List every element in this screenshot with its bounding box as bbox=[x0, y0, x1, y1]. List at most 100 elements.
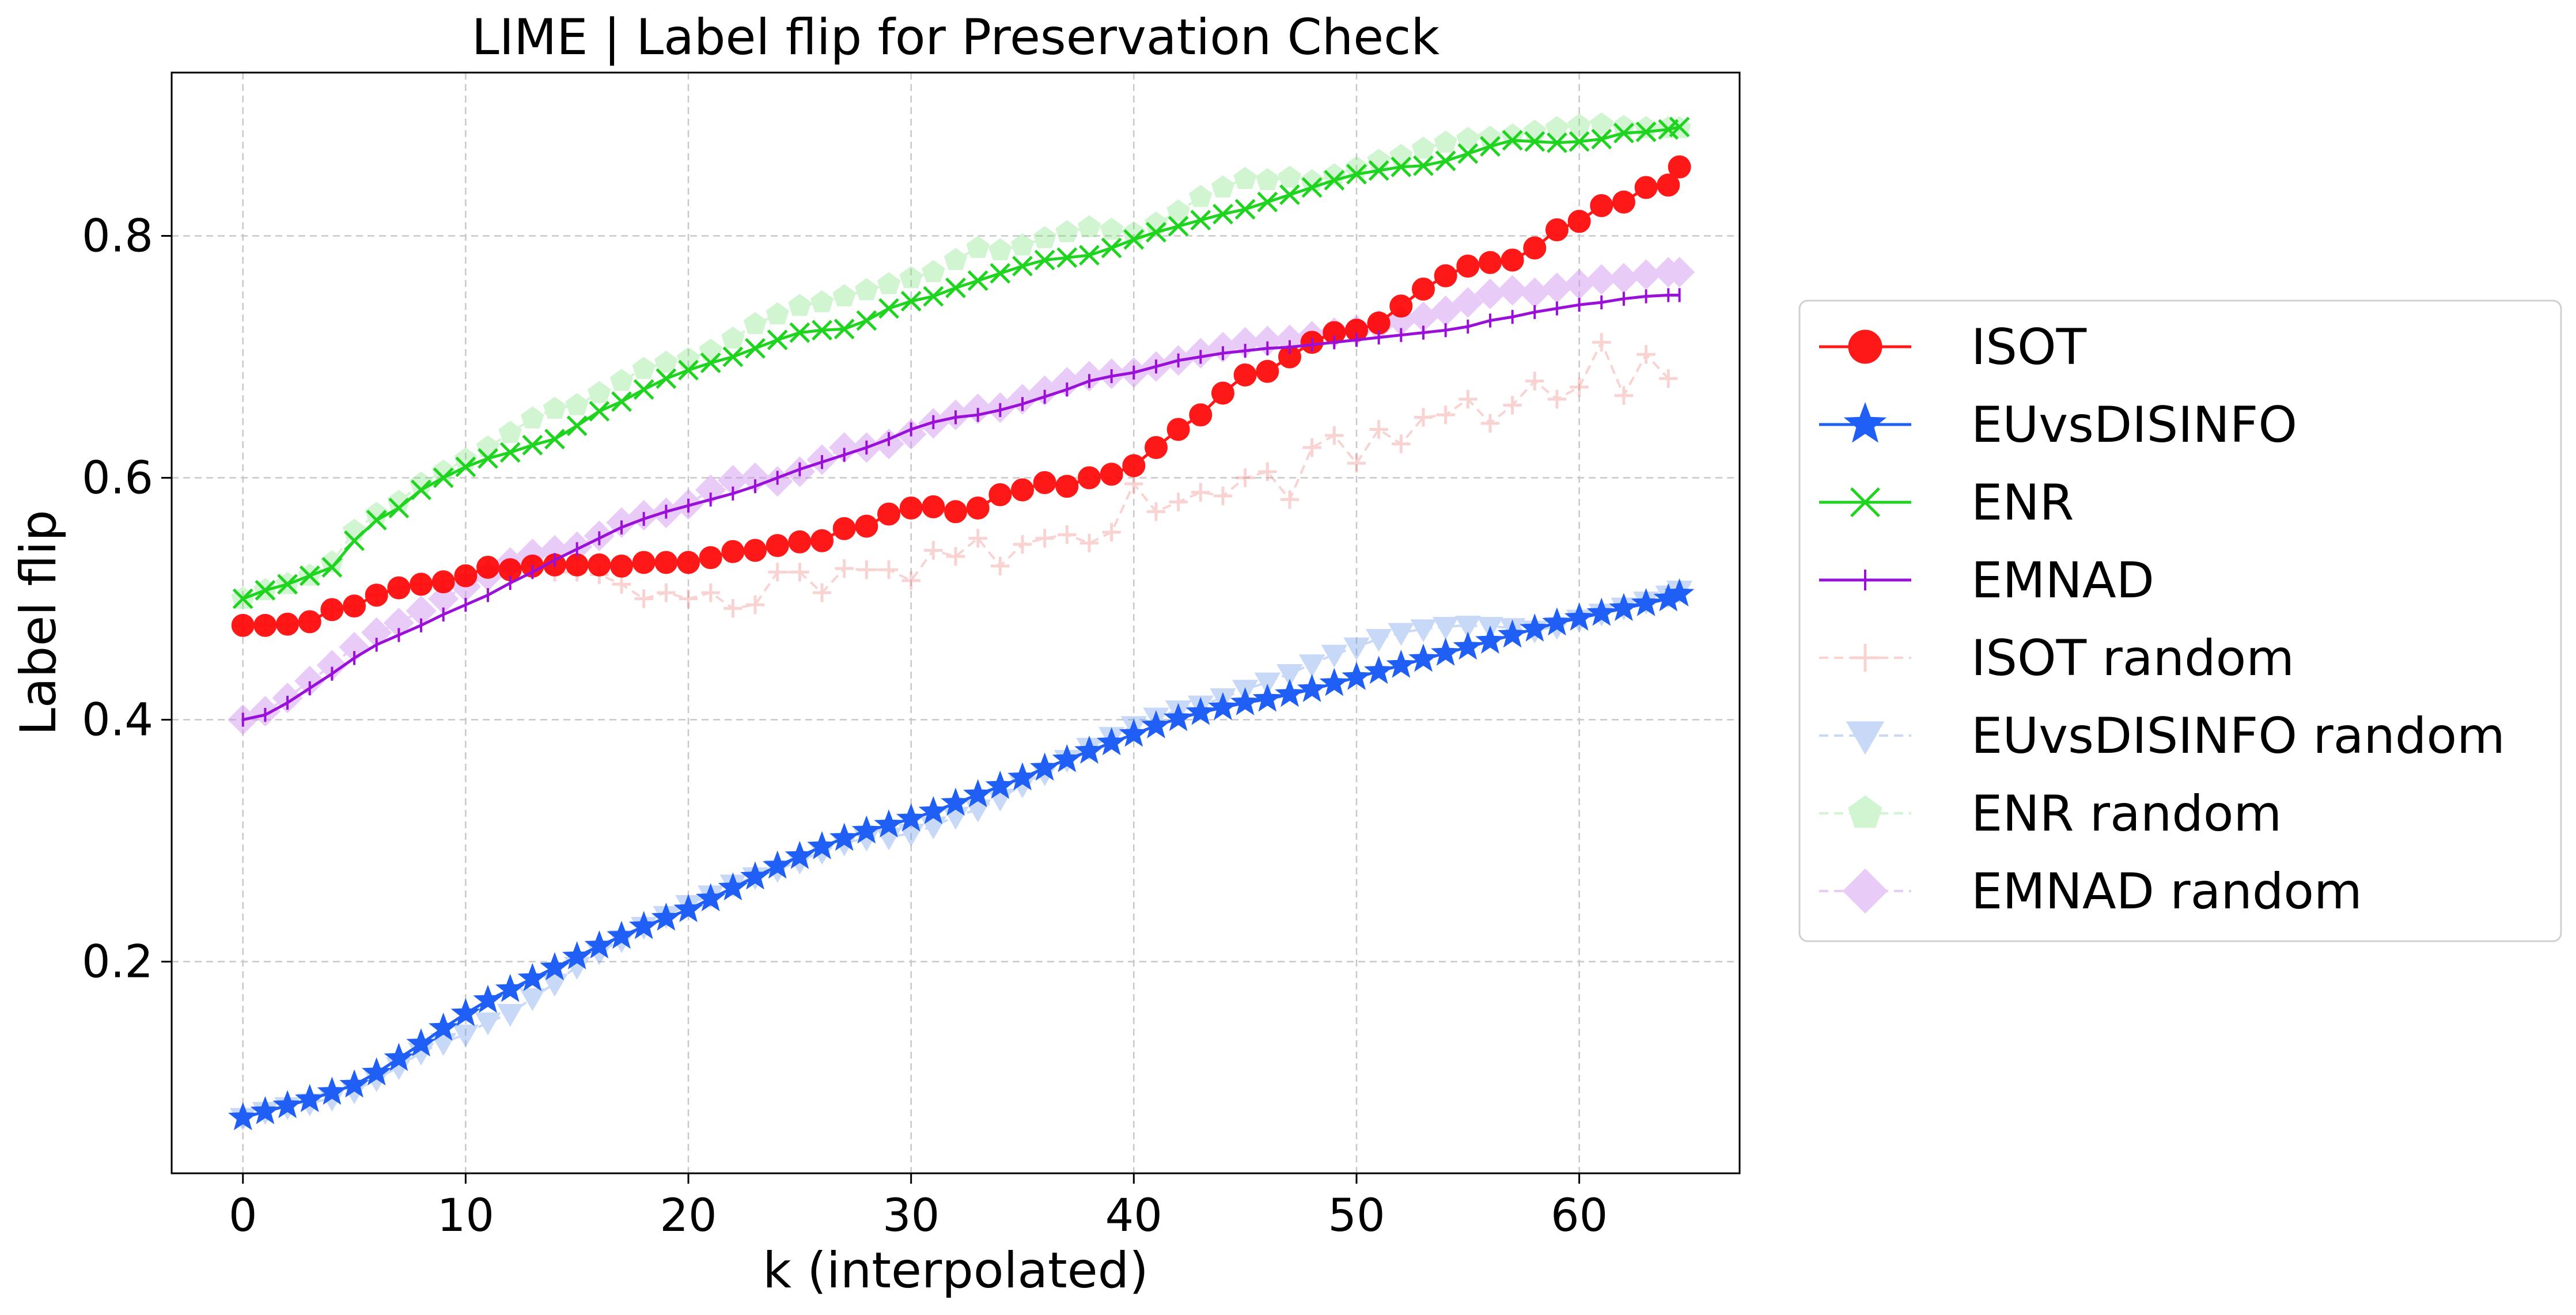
legend-label-emnad-random: EMNAD random bbox=[1971, 863, 2362, 920]
x-axis-label: k (interpolated) bbox=[763, 1242, 1149, 1299]
data-point-isot bbox=[320, 598, 344, 622]
data-point-enr-random bbox=[1077, 215, 1101, 237]
data-point-isot-random bbox=[1169, 492, 1188, 511]
data-point-euvsdisinfo bbox=[1119, 718, 1149, 747]
data-point-euvsdisinfo bbox=[1520, 613, 1550, 642]
data-point-enr bbox=[1101, 237, 1122, 259]
data-point-isot-random bbox=[901, 571, 920, 590]
data-point-isot bbox=[454, 564, 478, 588]
data-point-enr-random bbox=[966, 236, 990, 258]
data-point-enr bbox=[1368, 160, 1389, 181]
data-point-isot bbox=[1233, 363, 1257, 386]
data-point-euvsdisinfo bbox=[985, 770, 1016, 799]
legend-entry-enr: ENR bbox=[1819, 474, 2074, 532]
data-point-euvsdisinfo bbox=[941, 787, 971, 816]
data-point-euvsdisinfo bbox=[1408, 643, 1438, 672]
data-point-euvsdisinfo-random bbox=[541, 973, 568, 997]
data-point-isot bbox=[788, 530, 812, 554]
data-point-isot bbox=[1434, 264, 1457, 287]
data-point-isot-random bbox=[679, 589, 698, 608]
data-point-enr-random bbox=[521, 406, 544, 429]
data-point-isot-random bbox=[1480, 414, 1500, 433]
data-point-isot-random bbox=[768, 563, 787, 582]
data-point-euvsdisinfo bbox=[1586, 597, 1616, 626]
data-point-euvsdisinfo bbox=[1029, 752, 1060, 781]
data-point-enr bbox=[656, 368, 677, 389]
data-point-enr bbox=[990, 263, 1011, 284]
series-enr-random bbox=[231, 112, 1691, 609]
data-point-enr bbox=[900, 290, 922, 312]
data-point-euvsdisinfo-random bbox=[475, 1012, 501, 1036]
data-point-enr bbox=[745, 338, 766, 359]
data-point-enr bbox=[1547, 132, 1567, 153]
data-point-euvsdisinfo bbox=[1363, 655, 1394, 684]
data-point-isot-random bbox=[1369, 420, 1388, 439]
data-point-isot-random bbox=[723, 599, 743, 618]
data-point-enr bbox=[812, 320, 832, 341]
y-axis: 0.2 0.4 0.6 0.8 bbox=[82, 211, 172, 988]
series-euvsdisinfo bbox=[228, 578, 1695, 1131]
data-point-isot-random bbox=[790, 563, 809, 582]
x-axis: 0 10 20 30 40 50 60 bbox=[229, 1173, 1608, 1242]
x-tick-label: 40 bbox=[1105, 1190, 1162, 1242]
data-point-isot bbox=[899, 497, 923, 520]
data-point-euvsdisinfo bbox=[450, 998, 481, 1026]
data-point-isot bbox=[431, 570, 455, 594]
data-point-enr bbox=[1457, 143, 1479, 164]
data-point-enr bbox=[1034, 249, 1055, 271]
data-point-euvsdisinfo-random bbox=[1321, 645, 1348, 668]
data-point-enr bbox=[1669, 116, 1690, 138]
data-point-isot bbox=[677, 551, 700, 574]
data-point-isot-random bbox=[879, 560, 899, 579]
data-point-euvsdisinfo bbox=[673, 894, 703, 923]
legend-marker-euvsdisinfo bbox=[1843, 401, 1887, 443]
data-point-euvsdisinfo bbox=[339, 1069, 369, 1098]
data-point-euvsdisinfo-random bbox=[519, 988, 546, 1011]
data-point-enr-random bbox=[387, 490, 411, 512]
data-point-enr bbox=[455, 456, 476, 478]
data-point-euvsdisinfo bbox=[1074, 736, 1104, 764]
legend-label-emnad: EMNAD bbox=[1971, 552, 2154, 609]
x-tick-label: 60 bbox=[1551, 1190, 1608, 1242]
x-tick-label: 10 bbox=[437, 1190, 494, 1242]
data-point-euvsdisinfo-random bbox=[1343, 637, 1370, 661]
data-point-euvsdisinfo bbox=[1141, 710, 1171, 738]
data-point-euvsdisinfo bbox=[517, 962, 548, 991]
data-point-euvsdisinfo bbox=[1342, 661, 1372, 690]
data-point-emnad-random bbox=[294, 665, 325, 696]
series-layer bbox=[228, 112, 1695, 1131]
data-point-euvsdisinfo bbox=[785, 840, 815, 869]
data-point-enr-random bbox=[632, 357, 656, 379]
data-point-euvsdisinfo bbox=[874, 809, 904, 838]
data-point-enr-random bbox=[1523, 119, 1547, 142]
data-point-euvsdisinfo bbox=[851, 815, 882, 844]
data-point-isot bbox=[1166, 418, 1190, 441]
data-point-isot-random bbox=[1592, 333, 1611, 352]
data-point-enr bbox=[1146, 222, 1166, 243]
data-point-isot bbox=[1256, 359, 1279, 383]
data-point-euvsdisinfo-random bbox=[430, 1033, 457, 1056]
data-point-isot-random bbox=[1392, 434, 1411, 453]
legend-label-euvsdisinfo-random: EUvsDISINFO random bbox=[1971, 707, 2505, 765]
data-point-enr bbox=[1413, 155, 1434, 176]
data-point-isot bbox=[1010, 478, 1034, 502]
data-point-isot bbox=[1189, 403, 1213, 427]
data-point-enr-random bbox=[1456, 127, 1480, 149]
data-point-enr-random bbox=[1100, 217, 1123, 240]
data-point-enr-random bbox=[1634, 116, 1658, 138]
legend-label-euvsdisinfo: EUvsDISINFO bbox=[1971, 396, 2297, 454]
data-point-isot bbox=[744, 539, 767, 562]
data-point-emnad-random bbox=[1497, 275, 1528, 306]
data-point-enr-random bbox=[832, 284, 856, 306]
data-point-enr bbox=[945, 277, 966, 298]
data-point-enr-random bbox=[699, 338, 722, 361]
data-point-euvsdisinfo bbox=[718, 872, 748, 901]
data-point-isot bbox=[343, 594, 366, 618]
y-tick-label: 0.2 bbox=[82, 937, 153, 988]
data-point-isot bbox=[699, 546, 722, 570]
data-point-euvsdisinfo bbox=[406, 1028, 436, 1057]
data-point-isot-random bbox=[1258, 462, 1277, 482]
plot-frame bbox=[171, 71, 1741, 1174]
data-point-enr bbox=[499, 442, 521, 463]
data-point-enr-random bbox=[855, 278, 878, 301]
